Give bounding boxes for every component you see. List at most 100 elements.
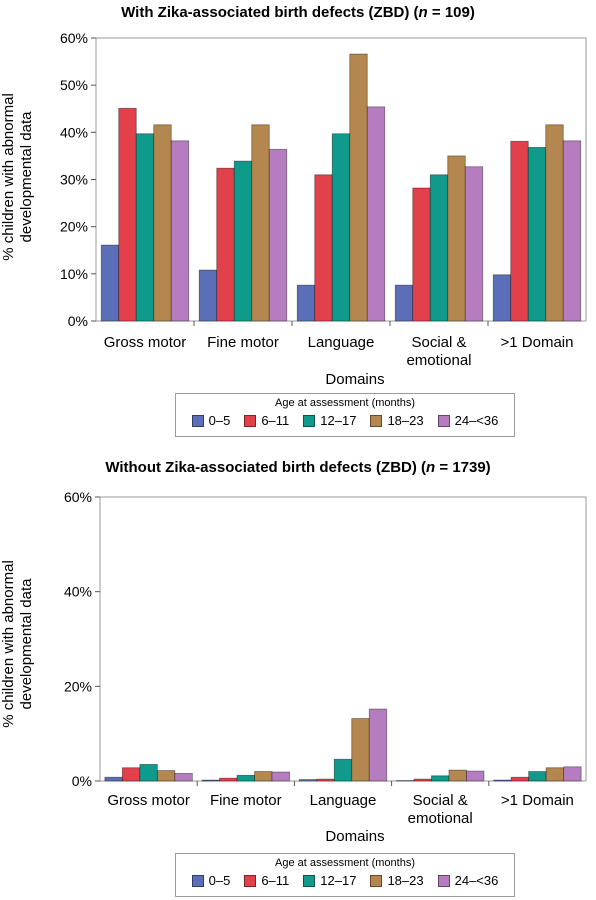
x-tick-label: emotional [406, 352, 471, 369]
bar [216, 167, 235, 322]
bar [349, 53, 368, 322]
bar [448, 769, 467, 782]
bar [351, 718, 370, 782]
plot-area: 0% 20% 40% 60% Gross motor Fine motor Language… [64, 489, 587, 827]
y-tick-label: 40% [60, 124, 88, 140]
bar [331, 133, 351, 322]
bar [527, 147, 547, 322]
y-tick-label: 20% [60, 219, 88, 235]
bar [268, 148, 288, 322]
legend-label: 0–5 [208, 873, 231, 888]
x-tick-label: Language [308, 334, 375, 351]
bar [528, 771, 547, 782]
legend: Age at assessment (months) 0–5 6–11 12–17 1… [175, 393, 515, 437]
bar [219, 777, 238, 782]
bar [296, 284, 316, 322]
bar [236, 774, 255, 782]
title-suffix: = 1739) [435, 459, 491, 476]
bar [174, 773, 193, 782]
bar [493, 779, 512, 782]
legend-label: 18–23 [387, 413, 424, 428]
bar [316, 778, 335, 782]
x-tick-label: Fine motor [207, 334, 279, 351]
legend-swatch [370, 414, 383, 427]
title-suffix: = 109) [427, 4, 475, 21]
bar [394, 284, 414, 322]
legend-label: 12–17 [320, 873, 357, 888]
x-tick-label: Gross motor [107, 792, 190, 809]
legend-swatch [244, 414, 257, 427]
y-tick-label: 30% [60, 172, 88, 188]
bar [413, 778, 432, 782]
legend-swatch [303, 874, 316, 887]
x-axis-label: Domains [325, 828, 385, 845]
x-tick-label: Social & [411, 334, 466, 351]
bar [254, 771, 273, 782]
bar [314, 174, 333, 322]
legend: Age at assessment (months) 0–5 6–11 12–17 1… [175, 853, 515, 897]
bar [298, 779, 318, 782]
title-n-symbol: n [418, 4, 428, 21]
bar [368, 708, 388, 782]
legend-item: 24–<36 [437, 413, 499, 428]
legend-swatch [437, 414, 450, 427]
legend-swatch [370, 874, 383, 887]
bar [233, 160, 253, 322]
legend-item: 6–11 [244, 413, 289, 428]
y-tick-label: 10% [60, 266, 88, 282]
y-tick-label: 60% [64, 489, 92, 505]
chart-zbd: With Zika-associated birth defects (ZBD)… [0, 4, 596, 437]
legend-label: 24–<36 [454, 413, 499, 428]
bar [121, 767, 141, 782]
chart-title: Without Zika-associated birth defects (Z… [0, 459, 596, 476]
legend-item: 12–17 [303, 873, 356, 888]
legend-item: 0–5 [191, 413, 230, 428]
bar [492, 274, 512, 322]
plot-frame [99, 496, 587, 782]
bar [153, 124, 172, 322]
bar [510, 776, 530, 782]
title-prefix: With Zika-associated birth defects (ZBD)… [121, 4, 419, 21]
legend-item: 6–11 [244, 873, 289, 888]
bar [447, 155, 466, 322]
y-tick-label: 0% [72, 773, 92, 789]
title-n-symbol: n [426, 459, 436, 476]
legend-label: 12–17 [320, 413, 357, 428]
legend-item: 18–23 [370, 873, 424, 888]
bar [251, 124, 270, 322]
x-tick-label: Language [310, 792, 377, 809]
y-tick-label: 50% [60, 77, 88, 93]
y-tick-label: 40% [64, 584, 92, 600]
title-prefix: Without Zika-associated birth defects (Z… [105, 459, 427, 476]
x-tick-label: Fine motor [210, 792, 282, 809]
bar [198, 269, 218, 322]
plot-area: 0% 10% 20% 30% 40% 50% 60% Gross motor Fine moto… [60, 30, 587, 369]
legend-item: 0–5 [191, 873, 231, 888]
bar [545, 767, 565, 782]
bar [429, 174, 449, 322]
legend-item: 12–17 [303, 413, 356, 428]
bar [562, 140, 582, 322]
chart-title: With Zika-associated birth defects (ZBD)… [0, 4, 596, 21]
bar [271, 771, 290, 782]
bar [135, 133, 155, 322]
bar [139, 764, 158, 782]
bar [366, 106, 386, 322]
bar [563, 766, 582, 782]
bar [412, 187, 431, 322]
legend-label: 6–11 [261, 873, 290, 888]
bar [201, 779, 220, 782]
legend-label: 18–23 [387, 873, 424, 888]
chart-no-zbd: Without Zika-associated birth defects (Z… [0, 455, 596, 900]
legend-swatch [191, 414, 204, 427]
bar [170, 140, 190, 322]
bar [545, 124, 564, 322]
x-tick-label: emotional [408, 810, 473, 827]
bar [466, 770, 485, 782]
legend-swatch [437, 874, 450, 887]
y-tick-label: 60% [60, 30, 88, 46]
legend-item: 18–23 [370, 413, 424, 428]
bar [118, 107, 137, 322]
y-tick-label: 20% [64, 678, 92, 694]
x-tick-label: Social & [413, 792, 468, 809]
